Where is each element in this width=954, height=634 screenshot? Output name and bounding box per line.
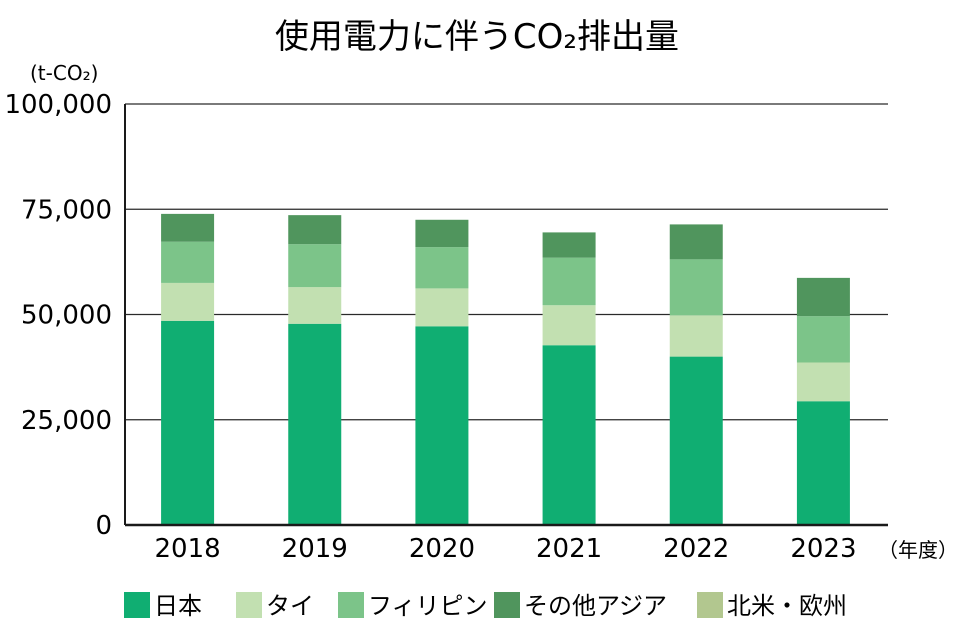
x-tick-labels: 2018 2019 2020 2021 2022 2023 — [154, 534, 856, 564]
legend-swatch — [338, 592, 364, 618]
legend-label: その他アジア — [524, 592, 667, 620]
bar-segment — [796, 277, 850, 317]
x-tick-label: 2021 — [536, 534, 602, 564]
legend-label: 北米・欧州 — [727, 592, 847, 620]
bar-segment — [796, 362, 850, 402]
y-tick-label: 25,000 — [21, 406, 112, 436]
bar-segment — [542, 305, 596, 346]
legend-swatch — [124, 592, 150, 618]
bar-segment — [288, 287, 342, 324]
y-tick-label: 100,000 — [4, 90, 112, 120]
x-tick-label: 2020 — [409, 534, 475, 564]
legend-swatch — [697, 592, 723, 618]
bar-segment — [542, 257, 596, 306]
bar-segment — [542, 232, 596, 258]
legend-label: タイ — [266, 592, 314, 620]
y-tick-label: 50,000 — [21, 301, 112, 331]
grid-lines — [125, 103, 888, 421]
bar-segment — [796, 316, 850, 363]
bar-segment — [542, 345, 596, 525]
bar-segment — [161, 213, 215, 242]
y-tick-labels: 0 25,000 50,000 75,000 100,000 — [4, 90, 112, 541]
bar-segment — [796, 401, 850, 525]
bar-segment — [415, 326, 469, 525]
y-tick-label: 75,000 — [21, 195, 112, 225]
bar-segment — [288, 244, 342, 288]
bar-segment — [669, 224, 723, 260]
bar-segment — [669, 259, 723, 316]
y-tick-label: 0 — [95, 511, 112, 541]
x-tick-label: 2022 — [663, 534, 729, 564]
bar-segments — [161, 213, 850, 525]
bar-segment — [415, 247, 469, 289]
bar-segment — [161, 282, 215, 321]
bar-segment — [161, 241, 215, 283]
x-tick-label: 2018 — [154, 534, 220, 564]
bar-segment — [288, 323, 342, 525]
axes — [124, 104, 888, 527]
bar-segment — [415, 219, 469, 248]
bar-segment — [161, 320, 215, 525]
x-axis-unit: （年度） — [878, 538, 954, 562]
legend-label: 日本 — [154, 592, 202, 620]
x-tick-label: 2019 — [282, 534, 348, 564]
legend-label: フィリピン — [368, 592, 488, 620]
legend-swatch — [236, 592, 262, 618]
legend: 日本 タイ フィリピン その他アジア 北米・欧州 — [124, 592, 847, 620]
bar-segment — [669, 315, 723, 357]
bar-segment — [415, 288, 469, 327]
bar-segment — [669, 356, 723, 525]
chart-title: 使用電力に伴うCO₂排出量 — [275, 17, 679, 57]
x-tick-label: 2023 — [790, 534, 856, 564]
legend-swatch — [494, 592, 520, 618]
y-axis-unit: (t-CO₂) — [30, 61, 98, 85]
bar-segment — [288, 215, 342, 245]
